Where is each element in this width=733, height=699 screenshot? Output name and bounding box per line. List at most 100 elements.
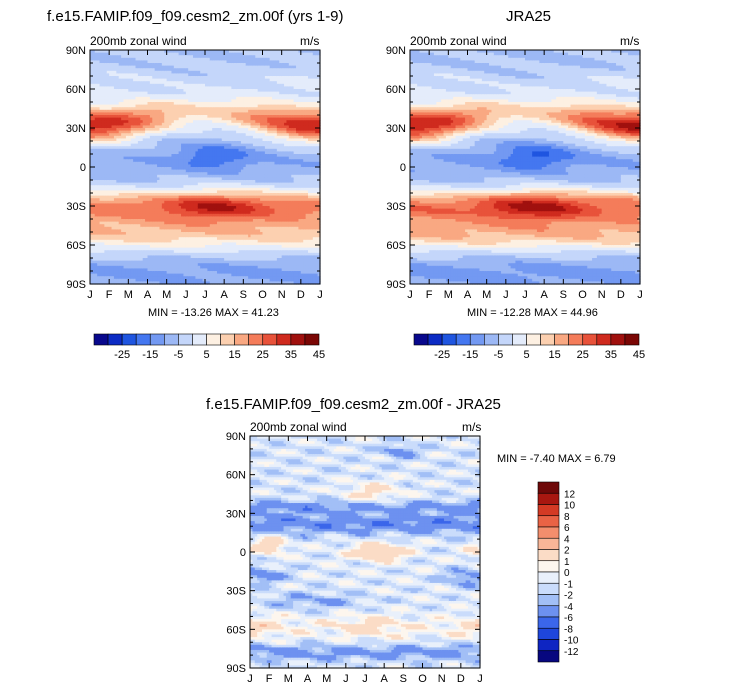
heatmap-cell xyxy=(130,263,134,267)
heatmap-cell xyxy=(202,242,206,246)
heatmap-cell xyxy=(181,63,185,67)
heatmap-cell xyxy=(145,102,149,106)
heatmap-cell xyxy=(116,52,120,56)
heatmap-cell xyxy=(205,83,208,87)
heatmap-cell xyxy=(157,156,161,160)
heatmap-cell xyxy=(193,187,197,191)
heatmap-cell xyxy=(161,133,165,137)
heatmap-cell xyxy=(183,167,187,171)
heatmap-cell xyxy=(157,151,161,155)
heatmap-cell xyxy=(97,161,101,165)
heatmap-cell xyxy=(181,68,185,72)
heatmap-cell xyxy=(142,133,146,137)
heatmap-cell xyxy=(173,242,177,246)
heatmap-cell xyxy=(171,187,175,191)
heatmap-cell xyxy=(166,73,170,77)
heatmap-cell xyxy=(164,195,168,199)
heatmap-cell xyxy=(193,154,197,158)
heatmap-cell xyxy=(101,198,105,202)
heatmap-cell xyxy=(176,146,180,150)
heatmap-cell xyxy=(99,94,103,98)
heatmap-cell xyxy=(116,252,120,256)
heatmap-cell xyxy=(118,247,122,251)
heatmap-cell xyxy=(99,177,103,181)
heatmap-cell xyxy=(164,151,168,155)
heatmap-cell xyxy=(193,200,197,204)
heatmap-cell xyxy=(147,174,151,178)
heatmap-cell xyxy=(121,94,125,98)
heatmap-cell xyxy=(145,57,149,61)
heatmap-cell xyxy=(164,221,168,225)
heatmap-cell xyxy=(207,221,211,225)
heatmap-cell xyxy=(133,234,137,238)
heatmap-cell xyxy=(200,107,204,111)
heatmap-cell xyxy=(195,278,199,282)
heatmap-cell xyxy=(152,60,156,64)
heatmap-cell xyxy=(99,83,103,87)
heatmap-cell xyxy=(214,219,218,223)
heatmap-cell xyxy=(152,164,156,168)
heatmap-cell xyxy=(109,63,113,67)
heatmap-cell xyxy=(133,99,137,103)
heatmap-cell xyxy=(128,164,132,168)
heatmap-cell xyxy=(176,172,180,176)
heatmap-cell xyxy=(111,258,115,262)
heatmap-cell xyxy=(214,86,218,90)
heatmap-cell xyxy=(118,198,122,202)
heatmap-cell xyxy=(104,252,108,256)
heatmap-cell xyxy=(202,57,206,61)
heatmap-cell xyxy=(216,130,220,134)
heatmap-cell xyxy=(171,263,175,267)
heatmap-cell xyxy=(185,239,189,243)
heatmap-cell xyxy=(195,117,199,121)
heatmap-cell xyxy=(92,107,96,111)
heatmap-cell xyxy=(207,213,211,217)
heatmap-cell xyxy=(97,50,101,54)
heatmap-cell xyxy=(159,50,163,54)
heatmap-cell xyxy=(92,200,96,204)
heatmap-cell xyxy=(193,68,197,72)
heatmap-cell xyxy=(202,234,206,238)
heatmap-cell xyxy=(99,271,103,275)
heatmap-cell xyxy=(202,221,206,225)
heatmap-cell xyxy=(152,151,156,155)
heatmap-cell xyxy=(207,96,211,100)
heatmap-cell xyxy=(128,247,132,251)
heatmap-cell xyxy=(185,73,189,77)
heatmap-cell xyxy=(183,143,187,147)
heatmap-cell xyxy=(209,125,213,129)
heatmap-cell xyxy=(178,252,182,256)
heatmap-cell xyxy=(154,271,158,275)
heatmap-cell xyxy=(181,76,185,80)
heatmap-cell xyxy=(190,148,194,152)
heatmap-cell xyxy=(164,52,168,56)
heatmap-cell xyxy=(178,190,182,194)
heatmap-cell xyxy=(125,226,129,230)
heatmap-cell xyxy=(106,138,110,142)
heatmap-cell xyxy=(202,63,206,67)
heatmap-cell xyxy=(188,268,192,272)
heatmap-cell xyxy=(214,141,218,145)
heatmap-cell xyxy=(171,278,175,282)
heatmap-cell xyxy=(164,89,168,93)
heatmap-cell xyxy=(176,234,180,238)
heatmap-cell xyxy=(128,91,132,95)
heatmap-cell xyxy=(106,50,110,54)
heatmap-cell xyxy=(212,258,216,262)
heatmap-cell xyxy=(137,109,141,113)
heatmap-cell xyxy=(219,172,223,176)
heatmap-cell xyxy=(123,57,127,61)
heatmap-cell xyxy=(190,169,194,173)
heatmap-cell xyxy=(92,86,96,90)
heatmap-cell xyxy=(125,99,129,103)
heatmap-cell xyxy=(121,193,125,197)
heatmap-cell xyxy=(142,159,146,163)
heatmap-cell xyxy=(157,63,161,67)
heatmap-cell xyxy=(118,268,122,272)
heatmap-cell xyxy=(106,172,110,176)
heatmap-cell xyxy=(104,161,108,165)
heatmap-cell xyxy=(161,60,165,64)
heatmap-cell xyxy=(121,68,125,72)
heatmap-cell xyxy=(133,117,137,121)
heatmap-cell xyxy=(145,198,149,202)
